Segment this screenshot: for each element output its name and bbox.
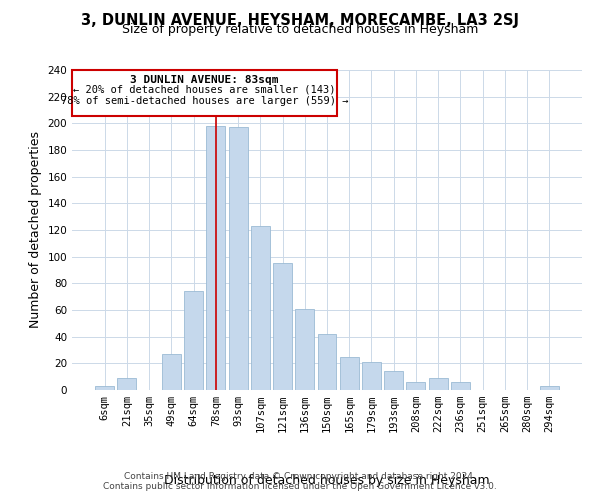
Text: Contains public sector information licensed under the Open Government Licence v3: Contains public sector information licen…: [103, 482, 497, 491]
Bar: [384, 372, 403, 390]
Bar: [118, 378, 136, 390]
Bar: [184, 292, 203, 390]
Bar: [273, 264, 292, 390]
Bar: [162, 354, 181, 390]
Text: Contains HM Land Registry data © Crown copyright and database right 2024.: Contains HM Land Registry data © Crown c…: [124, 472, 476, 481]
Bar: [429, 378, 448, 390]
Text: ← 20% of detached houses are smaller (143): ← 20% of detached houses are smaller (14…: [73, 84, 336, 94]
Bar: [95, 386, 114, 390]
Bar: [317, 334, 337, 390]
Bar: [451, 382, 470, 390]
Bar: [362, 362, 381, 390]
Bar: [340, 356, 359, 390]
Y-axis label: Number of detached properties: Number of detached properties: [29, 132, 42, 328]
Bar: [295, 308, 314, 390]
Bar: [251, 226, 270, 390]
Text: 78% of semi-detached houses are larger (559) →: 78% of semi-detached houses are larger (…: [61, 96, 349, 106]
Text: 3, DUNLIN AVENUE, HEYSHAM, MORECAMBE, LA3 2SJ: 3, DUNLIN AVENUE, HEYSHAM, MORECAMBE, LA…: [81, 12, 519, 28]
FancyBboxPatch shape: [72, 70, 337, 116]
Bar: [206, 126, 225, 390]
X-axis label: Distribution of detached houses by size in Heysham: Distribution of detached houses by size …: [164, 474, 490, 487]
Text: Size of property relative to detached houses in Heysham: Size of property relative to detached ho…: [122, 22, 478, 36]
Bar: [229, 128, 248, 390]
Text: 3 DUNLIN AVENUE: 83sqm: 3 DUNLIN AVENUE: 83sqm: [130, 75, 279, 85]
Bar: [540, 386, 559, 390]
Bar: [406, 382, 425, 390]
